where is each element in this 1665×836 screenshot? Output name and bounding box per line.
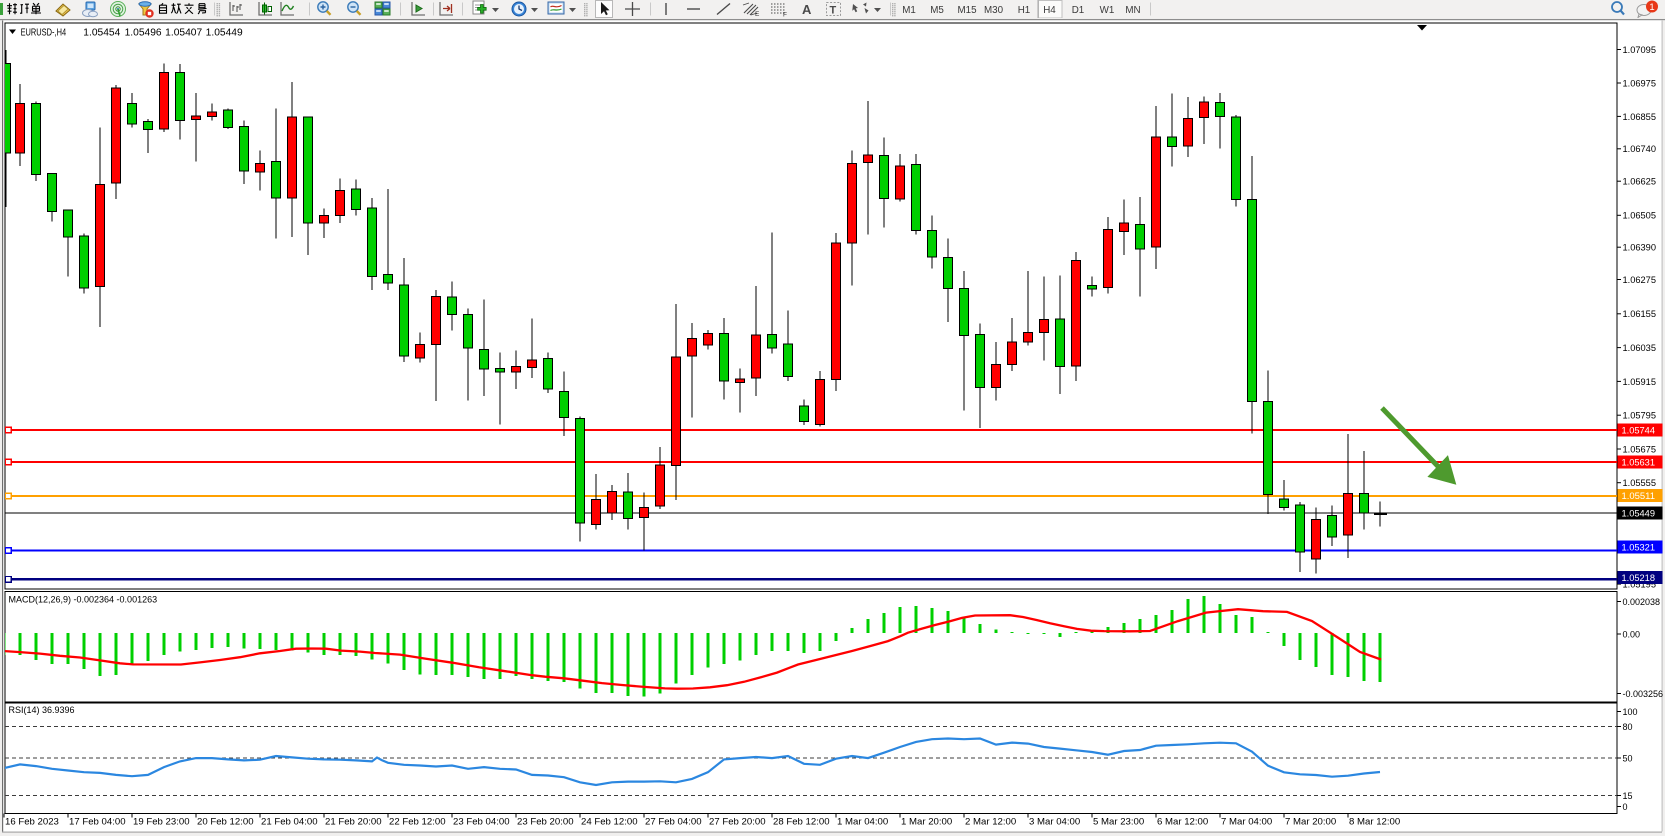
svg-text:8 Mar 12:00: 8 Mar 12:00 <box>1349 817 1400 828</box>
svg-text:1.05675: 1.05675 <box>1623 444 1657 454</box>
svg-text:3 Mar 04:00: 3 Mar 04:00 <box>1029 817 1080 828</box>
svg-text:F: F <box>783 12 787 19</box>
svg-text:1.05496: 1.05496 <box>125 27 163 38</box>
svg-text:1.06855: 1.06855 <box>1623 112 1657 122</box>
svg-text:21 Feb 04:00: 21 Feb 04:00 <box>261 817 318 828</box>
svg-text:1.05631: 1.05631 <box>1622 457 1656 467</box>
svg-text:100: 100 <box>1623 707 1638 717</box>
svg-text:1.05795: 1.05795 <box>1623 411 1657 421</box>
svg-text:15: 15 <box>1623 791 1633 801</box>
svg-text:1.05218: 1.05218 <box>1622 573 1656 583</box>
svg-text:1.05511: 1.05511 <box>1622 491 1656 501</box>
svg-text:80: 80 <box>1623 722 1633 732</box>
svg-text:1.05407: 1.05407 <box>165 27 202 38</box>
svg-text:0.00: 0.00 <box>1623 629 1641 639</box>
svg-text:1.05321: 1.05321 <box>1622 542 1656 552</box>
svg-text:-0.003256: -0.003256 <box>1623 689 1664 699</box>
svg-text:1.05449: 1.05449 <box>1622 508 1656 518</box>
svg-text:20 Feb 12:00: 20 Feb 12:00 <box>197 817 254 828</box>
svg-text:27 Feb 04:00: 27 Feb 04:00 <box>645 817 702 828</box>
svg-text:1: 1 <box>1649 2 1654 13</box>
svg-text:1.05555: 1.05555 <box>1623 478 1657 488</box>
svg-text:1.05744: 1.05744 <box>1622 425 1656 435</box>
svg-text:2 Mar 12:00: 2 Mar 12:00 <box>965 817 1016 828</box>
svg-text:1.07095: 1.07095 <box>1623 45 1657 55</box>
svg-text:1.05195: 1.05195 <box>1623 580 1657 590</box>
svg-text:M5: M5 <box>930 5 944 16</box>
svg-text:1.06975: 1.06975 <box>1623 78 1657 88</box>
svg-text:0.002038: 0.002038 <box>1623 597 1661 607</box>
svg-text:1 Mar 04:00: 1 Mar 04:00 <box>837 817 888 828</box>
svg-text:19 Feb 23:00: 19 Feb 23:00 <box>133 817 190 828</box>
svg-text:5 Mar 23:00: 5 Mar 23:00 <box>1093 817 1144 828</box>
svg-text:24 Feb 12:00: 24 Feb 12:00 <box>581 817 638 828</box>
svg-text:7 Mar 20:00: 7 Mar 20:00 <box>1285 817 1336 828</box>
svg-text:D1: D1 <box>1072 5 1085 16</box>
svg-text:MN: MN <box>1125 5 1140 16</box>
svg-text:H1: H1 <box>1018 5 1031 16</box>
svg-text:1.06275: 1.06275 <box>1623 275 1657 285</box>
svg-text:M30: M30 <box>984 5 1004 16</box>
svg-text:1.06505: 1.06505 <box>1623 211 1657 221</box>
svg-text:27 Feb 20:00: 27 Feb 20:00 <box>709 817 766 828</box>
svg-text:M1: M1 <box>902 5 916 16</box>
svg-text:1.06740: 1.06740 <box>1623 144 1657 154</box>
svg-text:EURUSD-,H4: EURUSD-,H4 <box>21 27 67 38</box>
svg-text:28 Feb 12:00: 28 Feb 12:00 <box>773 817 830 828</box>
svg-text:1.05454: 1.05454 <box>83 27 121 38</box>
svg-text:W1: W1 <box>1100 5 1115 16</box>
svg-text:23 Feb 04:00: 23 Feb 04:00 <box>453 817 510 828</box>
svg-text:RSI(14) 36.9396: RSI(14) 36.9396 <box>9 705 75 715</box>
svg-text:1 Mar 20:00: 1 Mar 20:00 <box>901 817 952 828</box>
svg-text:23 Feb 20:00: 23 Feb 20:00 <box>517 817 574 828</box>
svg-text:E: E <box>755 11 760 18</box>
svg-text:16 Feb 2023: 16 Feb 2023 <box>5 817 59 828</box>
svg-text:1.05449: 1.05449 <box>206 27 243 38</box>
svg-text:H4: H4 <box>1043 5 1056 16</box>
svg-text:1.06035: 1.06035 <box>1623 343 1657 353</box>
svg-text:17 Feb 04:00: 17 Feb 04:00 <box>69 817 126 828</box>
svg-text:1.05915: 1.05915 <box>1623 377 1657 387</box>
svg-text:7 Mar 04:00: 7 Mar 04:00 <box>1221 817 1272 828</box>
svg-text:0: 0 <box>1623 802 1628 812</box>
svg-text:1.06390: 1.06390 <box>1623 243 1657 253</box>
svg-text:1.06625: 1.06625 <box>1623 177 1657 187</box>
svg-text:21 Feb 20:00: 21 Feb 20:00 <box>325 817 382 828</box>
svg-text:T: T <box>830 5 837 17</box>
svg-text:50: 50 <box>1623 753 1633 763</box>
svg-text:MACD(12,26,9) -0.002364 -0.001: MACD(12,26,9) -0.002364 -0.001263 <box>9 595 158 605</box>
svg-text:6 Mar 12:00: 6 Mar 12:00 <box>1157 817 1208 828</box>
svg-text:A: A <box>802 2 812 17</box>
svg-text:M15: M15 <box>957 5 977 16</box>
svg-text:1.06155: 1.06155 <box>1623 309 1657 319</box>
svg-text:22 Feb 12:00: 22 Feb 12:00 <box>389 817 446 828</box>
